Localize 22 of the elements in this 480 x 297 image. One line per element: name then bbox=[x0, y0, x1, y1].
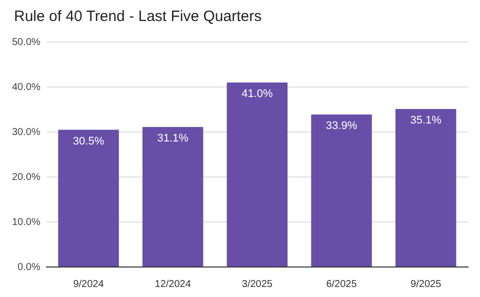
y-tick-label: 40.0% bbox=[12, 82, 40, 93]
bar bbox=[311, 114, 372, 266]
bar bbox=[142, 127, 204, 266]
x-tick-label: 9/2025 bbox=[410, 278, 442, 290]
y-tick-label: 50.0% bbox=[12, 36, 40, 48]
x-tick-label: 3/2025 bbox=[242, 278, 273, 290]
x-tick-label: 6/2025 bbox=[326, 278, 358, 290]
y-tick-label: 30.0% bbox=[12, 126, 40, 138]
data-label: 35.1% bbox=[410, 114, 442, 127]
bar bbox=[58, 130, 119, 266]
x-tick-label: 9/2024 bbox=[73, 278, 104, 290]
bar bbox=[226, 82, 288, 266]
y-tick-label: 10.0% bbox=[12, 216, 40, 228]
data-label: 31.1% bbox=[157, 132, 189, 145]
bar bbox=[395, 109, 456, 266]
data-label: 33.9% bbox=[326, 120, 358, 132]
data-label: 41.0% bbox=[242, 88, 273, 100]
y-tick-label: 0.0% bbox=[18, 262, 40, 273]
chart-title: Rule of 40 Trend - Last Five Quarters bbox=[14, 8, 262, 25]
x-tick-label: 12/2024 bbox=[154, 278, 192, 290]
data-label: 30.5% bbox=[72, 135, 104, 148]
y-tick-label: 20.0% bbox=[12, 172, 40, 183]
